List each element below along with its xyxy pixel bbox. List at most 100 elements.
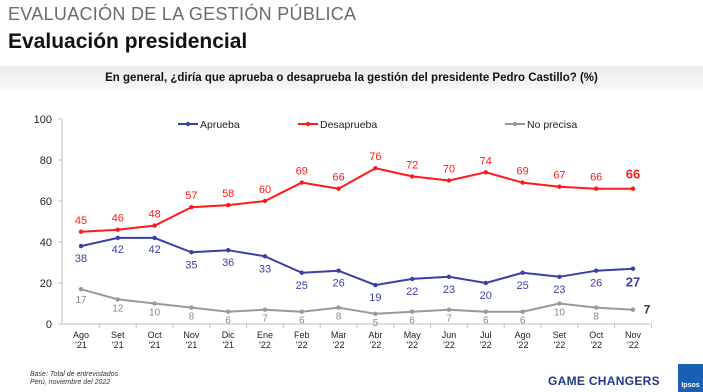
data-point (483, 280, 488, 286)
data-point (446, 178, 452, 183)
y-tick-label: 40 (40, 237, 52, 249)
x-tick-label-month: May (404, 330, 422, 340)
data-point (410, 276, 415, 282)
data-point (226, 309, 231, 314)
footnote-date: Perú, noviembre del 2022 (30, 379, 111, 386)
data-point (373, 166, 378, 171)
data-point (557, 301, 562, 306)
data-label-aprueba: 27 (626, 275, 640, 290)
data-point (336, 268, 341, 273)
data-label-desaprueba: 45 (75, 215, 87, 227)
x-tick-label-month: Nov (625, 330, 642, 340)
data-point (373, 311, 378, 316)
series-line-2 (80, 288, 634, 315)
data-label-no-precisa: 8 (593, 312, 599, 323)
series-line-0 (80, 236, 634, 287)
data-point (189, 305, 194, 310)
x-tick-label-month: Oct (148, 330, 163, 340)
data-point (262, 307, 268, 312)
data-label-aprueba: 38 (75, 253, 87, 265)
data-label-desaprueba: 57 (185, 190, 197, 202)
data-label-no-precisa: 7 (644, 303, 651, 317)
data-point (115, 297, 121, 302)
data-label-desaprueba: 66 (332, 172, 344, 184)
data-point (373, 282, 378, 288)
question-band (0, 66, 703, 90)
data-point (630, 186, 636, 191)
x-tick-label-month: Set (553, 330, 567, 340)
data-point (189, 204, 194, 210)
data-label-desaprueba: 66 (626, 167, 640, 182)
line-chart: 020406080100Ago'21Set'21Oct'21Nov'21Dic'… (34, 114, 652, 350)
y-tick-label: 60 (40, 196, 52, 208)
brand-tagline: GAME CHANGERS (548, 374, 660, 388)
x-tick-label-year: '21 (186, 340, 198, 350)
data-point (78, 229, 84, 234)
data-label-no-precisa: 10 (149, 308, 161, 319)
data-point (115, 227, 121, 232)
x-tick-label-year: '22 (554, 340, 566, 350)
legend-marker-1 (305, 121, 311, 127)
data-label-aprueba: 20 (480, 290, 492, 302)
data-label-no-precisa: 10 (554, 308, 566, 319)
data-point (594, 186, 599, 191)
data-label-no-precisa: 12 (112, 303, 124, 314)
data-label-desaprueba: 70 (443, 164, 455, 176)
x-tick-label-year: '21 (112, 340, 124, 350)
footnote-base: Base: Total de entrevistados (30, 371, 119, 378)
x-tick-label-year: '22 (406, 340, 418, 350)
data-label-aprueba: 25 (516, 280, 528, 292)
x-tick-label-year: '22 (333, 340, 345, 350)
data-label-aprueba: 33 (259, 263, 271, 275)
data-point (78, 286, 84, 292)
data-point (299, 180, 304, 185)
data-label-no-precisa: 7 (262, 314, 268, 325)
data-label-desaprueba: 76 (369, 151, 381, 163)
data-point (262, 198, 268, 204)
y-tick-label: 0 (46, 319, 52, 331)
data-label-desaprueba: 48 (148, 209, 160, 221)
data-label-desaprueba: 67 (553, 170, 565, 182)
x-tick-label-month: Ago (73, 330, 89, 340)
y-tick-label: 20 (40, 278, 52, 290)
data-point (115, 235, 121, 241)
data-point (520, 309, 525, 314)
x-tick-label-year: '22 (370, 340, 382, 350)
x-tick-label-year: '21 (149, 340, 161, 350)
x-tick-label-year: '21 (75, 340, 87, 350)
data-point (630, 266, 636, 271)
legend-marker-0 (185, 121, 191, 127)
data-point (189, 250, 194, 255)
data-label-aprueba: 26 (332, 278, 344, 290)
x-tick-label-month: Oct (589, 330, 604, 340)
data-label-no-precisa: 7 (446, 314, 452, 325)
data-label-no-precisa: 6 (299, 316, 305, 327)
data-point (557, 274, 562, 280)
data-label-no-precisa: 6 (225, 316, 231, 327)
data-label-no-precisa: 6 (520, 316, 526, 327)
x-tick-label-year: '22 (296, 340, 308, 350)
data-label-no-precisa: 8 (336, 312, 342, 323)
data-label-aprueba: 23 (443, 284, 455, 296)
data-label-no-precisa: 17 (75, 295, 87, 306)
data-point (226, 202, 231, 208)
data-label-desaprueba: 66 (590, 172, 602, 184)
data-point (630, 307, 636, 312)
data-point (299, 309, 304, 314)
data-point (410, 309, 415, 314)
data-point (410, 174, 415, 179)
x-tick-label-month: Feb (294, 330, 310, 340)
x-tick-label-month: Ene (257, 330, 273, 340)
data-point (152, 301, 157, 306)
data-label-desaprueba: 58 (222, 188, 234, 200)
data-label-aprueba: 26 (590, 278, 602, 290)
data-point (336, 186, 341, 191)
footnote: Base: Total de entrevistados Perú, novie… (30, 371, 118, 387)
data-label-aprueba: 19 (369, 292, 381, 304)
legend-marker-2 (512, 121, 518, 127)
x-tick-label-month: Set (111, 330, 125, 340)
data-point (78, 243, 84, 249)
x-tick-label-year: '22 (590, 340, 602, 350)
data-label-no-precisa: 6 (483, 316, 489, 327)
x-tick-label-month: Dic (222, 330, 235, 340)
